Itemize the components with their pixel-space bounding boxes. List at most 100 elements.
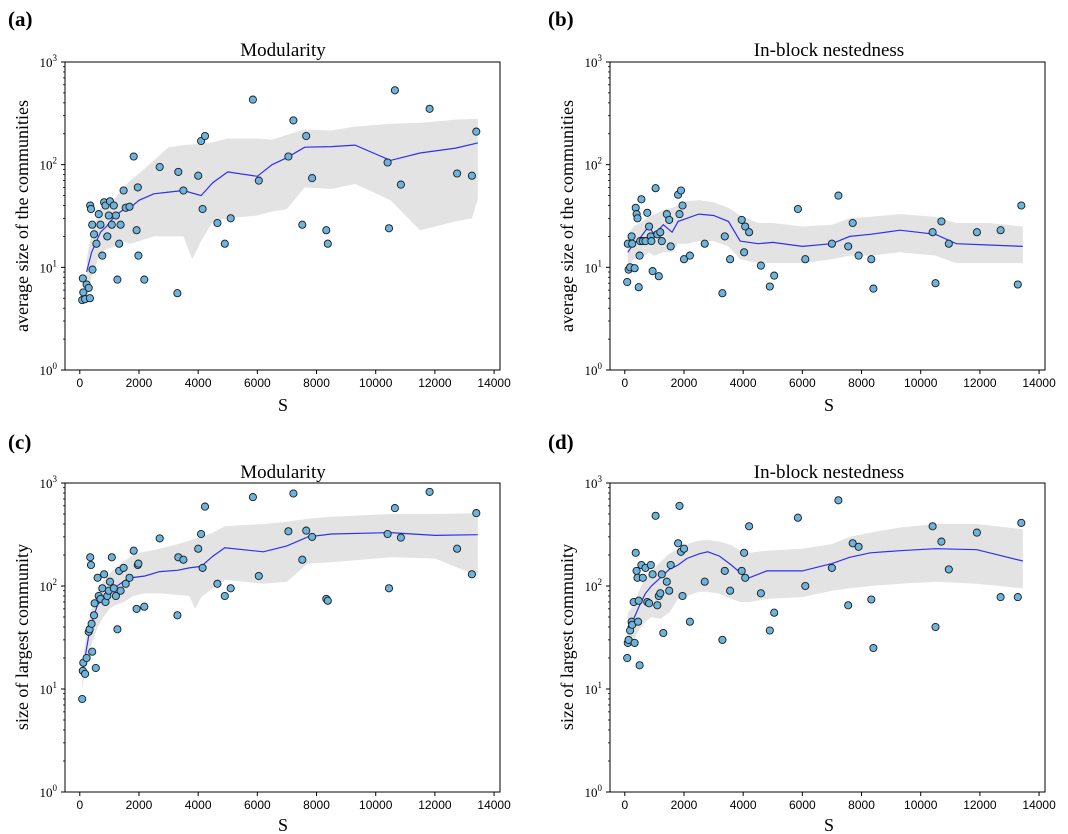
data-point [125, 202, 134, 211]
plot-area-b: 0 2000 4000 6000 8000 10000 12000 14000 100 101 10… [585, 53, 1057, 390]
data-point [109, 584, 118, 593]
data-point [90, 599, 99, 608]
data-point [635, 251, 644, 260]
data-point [628, 239, 637, 248]
data-point [113, 275, 122, 284]
data-point [173, 289, 182, 298]
x-axis-label-c: S [278, 815, 288, 834]
data-point [770, 271, 779, 280]
data-point [834, 191, 843, 200]
x-tick-label: 6000 [789, 798, 816, 812]
data-point [383, 158, 392, 167]
data-point [140, 275, 149, 284]
y-tick-label: 100 [40, 361, 58, 378]
plot-area-d: 0 2000 4000 6000 8000 10000 12000 14000 100 101 10… [585, 474, 1057, 812]
data-point [656, 589, 665, 598]
data-point [284, 527, 293, 536]
data-point [87, 619, 96, 628]
data-point [132, 226, 141, 235]
axes-frame [64, 482, 501, 793]
data-point [745, 228, 754, 237]
data-point [213, 218, 222, 228]
data-point [383, 529, 392, 539]
y-tick-label: 103 [585, 474, 603, 491]
data-point [827, 239, 836, 248]
data-point [119, 186, 128, 195]
y-tick-label: 102 [40, 577, 58, 594]
x-tick-label: 2000 [126, 376, 153, 390]
data-point [155, 162, 164, 172]
y-tick-label: 101 [585, 258, 603, 275]
data-point [996, 226, 1005, 235]
data-point [1013, 593, 1022, 602]
data-point [674, 539, 683, 548]
data-point [827, 563, 836, 572]
x-tick-label: 6000 [244, 798, 271, 812]
panel-title-b: In-block nestedness [754, 40, 904, 61]
y-tick-label: 100 [585, 783, 603, 800]
data-point [928, 522, 937, 531]
data-point [675, 210, 684, 219]
data-point [133, 183, 142, 192]
data-point [111, 591, 120, 601]
y-tick-label: 101 [40, 680, 58, 697]
data-point [737, 566, 746, 575]
x-tick-label: 10000 [359, 798, 393, 812]
data-point [854, 251, 863, 260]
x-tick-label: 4000 [185, 798, 212, 812]
data-point [718, 635, 727, 644]
data-point [84, 283, 93, 292]
data-point [931, 279, 940, 288]
x-axis-label-d: S [824, 815, 834, 834]
data-point [197, 529, 206, 539]
panel-label-a: (a) [8, 7, 33, 31]
data-point [115, 239, 124, 248]
data-point [155, 534, 164, 543]
data-point [633, 214, 642, 223]
data-point [173, 611, 182, 620]
panel-label-c: (c) [8, 430, 31, 454]
data-point [86, 204, 96, 214]
data-point [741, 573, 750, 582]
data-point [972, 228, 981, 237]
x-tick-label: 12000 [418, 376, 452, 390]
axes-frame [64, 61, 501, 371]
y-axis-label-c: size of largest community [12, 544, 32, 730]
data-point [631, 548, 640, 557]
confidence-band [627, 524, 1023, 648]
data-point [81, 669, 90, 678]
x-tick-label: 6000 [789, 376, 816, 390]
data-point [741, 222, 750, 231]
plot-area-a: 0 2000 4000 6000 8000 10000 12000 14000 100 101 10… [40, 53, 512, 390]
plot-area-c: 0 2000 4000 6000 8000 10000 12000 14000 100 101 10… [40, 474, 512, 812]
data-point [740, 248, 749, 257]
x-tick-label: 12000 [963, 798, 997, 812]
data-point [323, 596, 332, 605]
data-point [116, 586, 125, 595]
data-point [662, 577, 671, 586]
data-point [801, 581, 810, 591]
y-axis-label-b: average size of the communities [557, 100, 577, 332]
data-point [390, 504, 399, 513]
data-point [96, 220, 105, 229]
data-point [623, 653, 632, 663]
data-point [745, 522, 754, 531]
y-axis-label-d: size of largest community [557, 544, 577, 730]
data-point [630, 264, 639, 273]
data-point [651, 511, 660, 520]
data-point [634, 617, 643, 626]
data-point [100, 570, 109, 579]
data-point [647, 237, 656, 246]
data-point [685, 617, 694, 626]
panel-title-c: Modularity [240, 462, 326, 483]
data-point [284, 152, 293, 161]
data-point [765, 626, 774, 635]
data-point [194, 544, 203, 553]
data-point [89, 230, 99, 239]
axes-frame [609, 482, 1046, 793]
data-point [220, 239, 229, 248]
data-point [453, 544, 462, 553]
x-tick-label: 6000 [244, 376, 271, 390]
x-tick-label: 0 [621, 376, 628, 390]
